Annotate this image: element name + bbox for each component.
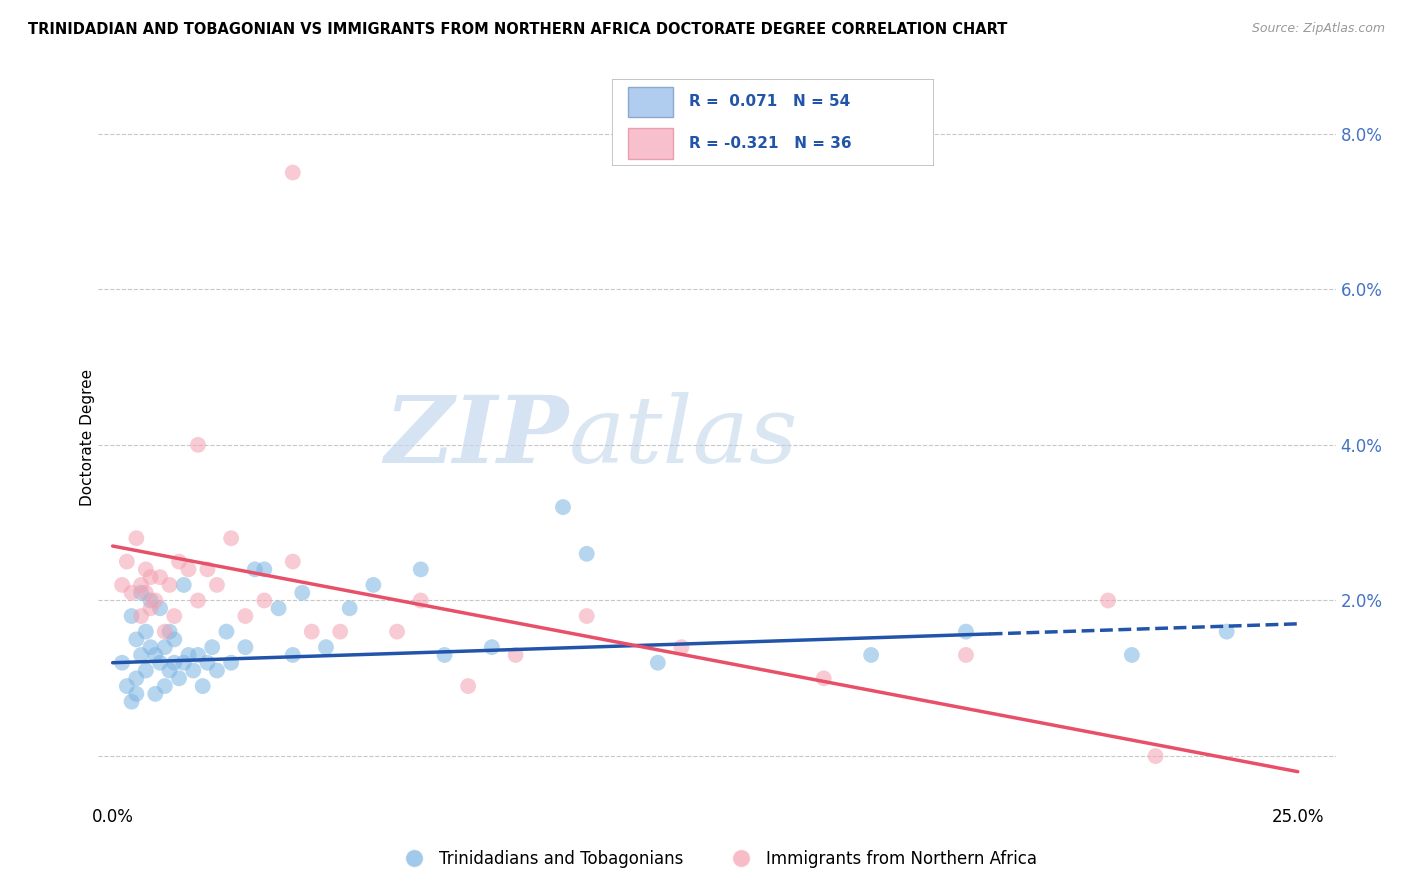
Point	[205, 578, 228, 592]
Point	[409, 562, 432, 576]
Point	[111, 656, 134, 670]
Point	[955, 624, 977, 639]
Point	[177, 562, 200, 576]
Point	[955, 648, 977, 662]
Point	[139, 570, 162, 584]
Point	[159, 578, 181, 592]
Point	[135, 664, 157, 678]
Point	[860, 648, 883, 662]
Point	[363, 578, 385, 592]
Point	[551, 500, 574, 515]
Point	[191, 679, 214, 693]
Point	[575, 609, 598, 624]
Point	[125, 687, 148, 701]
Point	[135, 624, 157, 639]
Point	[235, 640, 257, 655]
Point	[197, 656, 219, 670]
Point	[143, 593, 166, 607]
Point	[153, 679, 176, 693]
Point	[121, 585, 143, 599]
Text: atlas: atlas	[568, 392, 799, 482]
Point	[115, 679, 138, 693]
Point	[1144, 749, 1167, 764]
Point	[139, 593, 162, 607]
Y-axis label: Doctorate Degree: Doctorate Degree	[80, 368, 94, 506]
Point	[125, 632, 148, 647]
Point	[457, 679, 479, 693]
Point	[1215, 624, 1237, 639]
Point	[1097, 593, 1119, 607]
Point	[205, 664, 228, 678]
Point	[115, 555, 138, 569]
Point	[125, 531, 148, 545]
Point	[201, 640, 224, 655]
Point	[121, 695, 143, 709]
Point	[301, 624, 323, 639]
Point	[111, 578, 134, 592]
Point	[173, 578, 195, 592]
Point	[187, 593, 209, 607]
Point	[143, 687, 166, 701]
Point	[135, 562, 157, 576]
Point	[149, 570, 172, 584]
Point	[121, 609, 143, 624]
Point	[409, 593, 432, 607]
Point	[243, 562, 266, 576]
Point	[125, 671, 148, 685]
Point	[135, 585, 157, 599]
Text: TRINIDADIAN AND TOBAGONIAN VS IMMIGRANTS FROM NORTHERN AFRICA DOCTORATE DEGREE C: TRINIDADIAN AND TOBAGONIAN VS IMMIGRANTS…	[28, 22, 1008, 37]
Point	[163, 656, 186, 670]
Point	[187, 438, 209, 452]
Point	[481, 640, 503, 655]
Point	[129, 585, 152, 599]
Point	[281, 555, 304, 569]
Point	[163, 609, 186, 624]
Point	[197, 562, 219, 576]
Point	[647, 656, 669, 670]
Point	[173, 656, 195, 670]
Point	[281, 165, 304, 179]
Text: Source: ZipAtlas.com: Source: ZipAtlas.com	[1251, 22, 1385, 36]
Legend: Trinidadians and Tobagonians, Immigrants from Northern Africa: Trinidadians and Tobagonians, Immigrants…	[391, 844, 1043, 875]
Point	[153, 624, 176, 639]
Point	[159, 664, 181, 678]
Point	[385, 624, 408, 639]
Point	[181, 664, 204, 678]
Point	[139, 601, 162, 615]
Point	[253, 593, 276, 607]
Point	[163, 632, 186, 647]
Point	[281, 648, 304, 662]
Point	[291, 585, 314, 599]
Point	[253, 562, 276, 576]
Point	[813, 671, 835, 685]
Point	[149, 601, 172, 615]
Point	[315, 640, 337, 655]
Point	[167, 671, 190, 685]
Point	[187, 648, 209, 662]
Text: ZIP: ZIP	[384, 392, 568, 482]
Point	[139, 640, 162, 655]
Point	[219, 656, 242, 670]
Point	[167, 555, 190, 569]
Point	[149, 656, 172, 670]
Point	[153, 640, 176, 655]
Point	[143, 648, 166, 662]
Point	[433, 648, 456, 662]
Point	[215, 624, 238, 639]
Point	[339, 601, 361, 615]
Point	[505, 648, 527, 662]
Point	[575, 547, 598, 561]
Point	[129, 648, 152, 662]
Point	[219, 531, 242, 545]
Point	[129, 609, 152, 624]
Point	[329, 624, 352, 639]
Point	[267, 601, 290, 615]
Point	[235, 609, 257, 624]
Point	[159, 624, 181, 639]
Point	[177, 648, 200, 662]
Point	[1121, 648, 1143, 662]
Point	[671, 640, 693, 655]
Point	[129, 578, 152, 592]
